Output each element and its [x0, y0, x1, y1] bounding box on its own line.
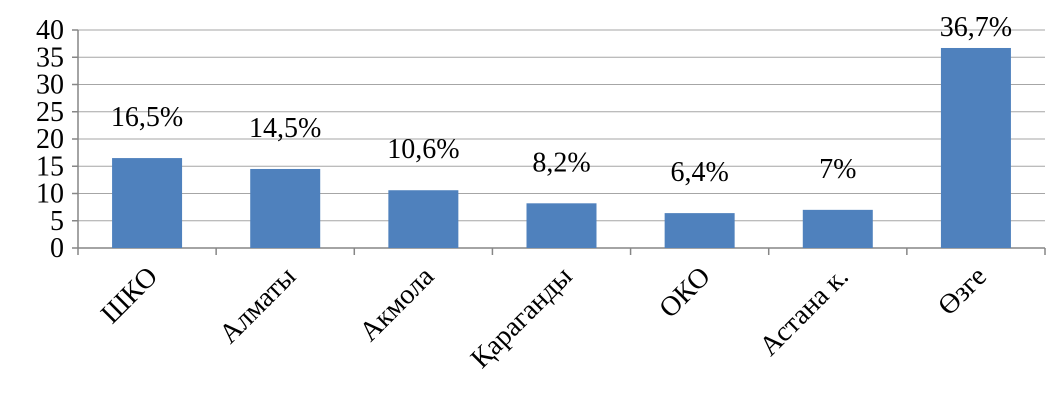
bar — [388, 190, 459, 248]
y-tick-label: 35 — [36, 42, 64, 73]
y-tick-label: 5 — [50, 206, 64, 237]
bar — [802, 209, 873, 248]
value-label: 7% — [819, 154, 856, 185]
bar — [664, 213, 735, 248]
value-label: 16,5% — [111, 102, 183, 133]
bar — [112, 158, 183, 248]
y-tick-label: 15 — [36, 151, 64, 182]
x-tick-label: Өзге — [932, 261, 993, 322]
y-tick-label: 0 — [50, 233, 64, 264]
x-tick-label: Астана к. — [754, 261, 855, 362]
bar — [250, 168, 321, 248]
bar — [526, 203, 597, 248]
x-tick-label: ШКО — [95, 261, 164, 330]
y-tick-label: 40 — [36, 15, 64, 46]
value-label: 36,7% — [940, 12, 1012, 43]
x-tick-label: Қараганды — [465, 261, 579, 375]
value-label: 8,2% — [532, 147, 590, 178]
value-label: 6,4% — [670, 157, 728, 188]
y-tick-label: 20 — [36, 124, 64, 155]
y-tick-label: 10 — [36, 179, 64, 210]
x-tick-label: ОКО — [653, 261, 716, 324]
y-tick-label: 30 — [36, 70, 64, 101]
y-tick-label: 25 — [36, 97, 64, 128]
bar — [940, 47, 1011, 248]
x-tick-label: Алматы — [213, 261, 302, 350]
value-label: 10,6% — [387, 134, 459, 165]
value-label: 14,5% — [249, 113, 321, 144]
x-tick-label: Акмола — [354, 261, 441, 348]
